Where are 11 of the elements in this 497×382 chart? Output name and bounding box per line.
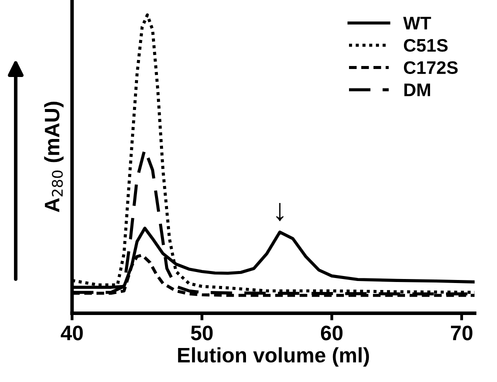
legend-label: DM — [404, 84, 430, 96]
x-axis-title: Elution volume (ml) — [178, 347, 369, 367]
x-tick-label: 60 — [320, 326, 343, 340]
legend-label: WT — [403, 16, 432, 30]
x-tick-label: 50 — [190, 326, 213, 340]
legend-label: C51S — [404, 38, 448, 52]
x-tick-label: 70 — [450, 326, 472, 340]
legend-label: C172S — [404, 61, 458, 74]
y-axis-title: A$_{280}$ (mAU) — [44, 102, 64, 212]
x-tick-label: 40 — [60, 326, 83, 340]
annotation: ↓ — [276, 203, 284, 222]
